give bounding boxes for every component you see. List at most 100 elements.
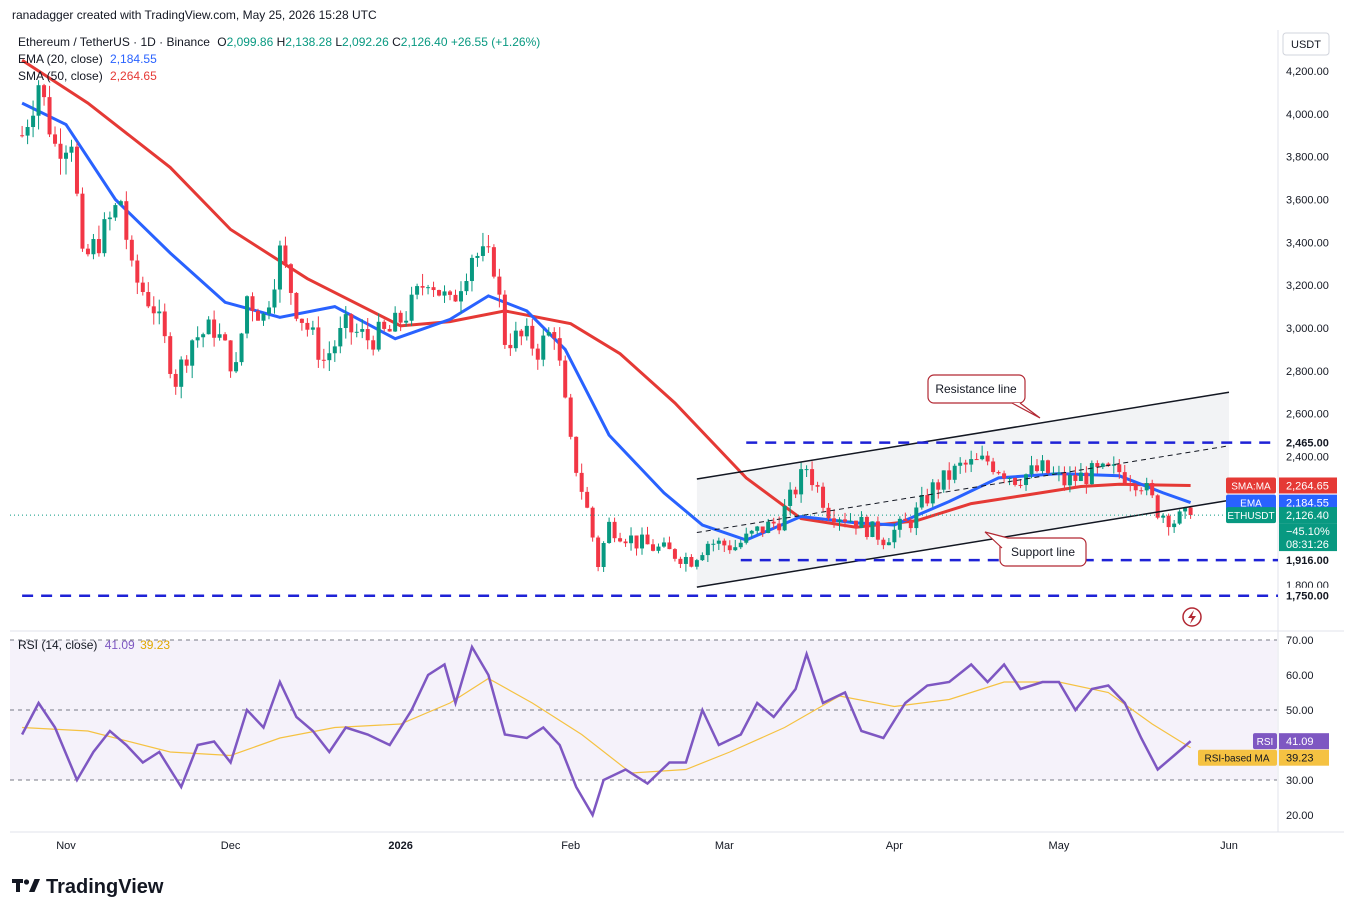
- sma-legend[interactable]: SMA (50, close) 2,264.65: [18, 69, 157, 83]
- candle: [574, 436, 579, 477]
- candle: [365, 317, 370, 350]
- candle: [1117, 459, 1122, 479]
- candle-body: [365, 329, 370, 341]
- candle: [146, 282, 151, 309]
- candle-body: [640, 534, 645, 549]
- ohlc-close-label: C: [392, 35, 401, 49]
- candle: [294, 292, 299, 322]
- candle: [1177, 509, 1182, 525]
- candle: [223, 332, 228, 341]
- candle-body: [316, 327, 321, 360]
- candle-body: [85, 248, 90, 255]
- candles-group: [20, 80, 1193, 572]
- candle-body: [47, 97, 52, 135]
- candle: [826, 503, 831, 521]
- bar-countdown-label: 08:31:26: [1286, 539, 1329, 551]
- candle-body: [914, 507, 919, 529]
- resistance-callout-box: [927, 374, 1026, 404]
- candle-body: [64, 152, 68, 159]
- candle-body: [256, 310, 261, 321]
- candle: [420, 273, 425, 296]
- candle: [749, 529, 754, 538]
- candle-body: [980, 455, 985, 460]
- candle-body: [1139, 490, 1144, 492]
- candle-body: [722, 540, 727, 546]
- candle-body: [804, 469, 809, 471]
- tradingview-logo-icon: [12, 876, 42, 899]
- candle: [42, 83, 47, 106]
- candle-body: [431, 287, 436, 291]
- candle: [837, 517, 842, 531]
- candle: [897, 516, 902, 538]
- candle-body: [1089, 463, 1094, 485]
- symbol-legend[interactable]: Ethereum / TetherUS · 1D · Binance O2,09…: [18, 35, 540, 49]
- sma-price-label-tag: SMA:MA: [1231, 481, 1271, 492]
- candle-body: [1067, 475, 1072, 486]
- sma-legend-label: SMA (50, close): [18, 69, 103, 83]
- candle-body: [239, 333, 244, 363]
- candle-body: [69, 146, 74, 153]
- rsi-legend[interactable]: RSI (14, close) 41.09 39.23: [18, 638, 170, 652]
- candle: [1166, 513, 1171, 536]
- candle: [650, 539, 655, 552]
- candle-body: [694, 560, 699, 567]
- candle-body: [859, 516, 864, 528]
- rsi-tick-label: 20.00: [1286, 810, 1314, 822]
- candle-body: [919, 495, 924, 508]
- candle-body: [733, 547, 738, 551]
- candle: [1002, 470, 1007, 484]
- candle-body: [299, 318, 304, 323]
- candle: [288, 263, 293, 305]
- candle: [360, 319, 365, 339]
- candle-body: [1100, 463, 1105, 467]
- candle-body: [502, 294, 507, 345]
- candle-body: [689, 556, 694, 567]
- candle-body: [1155, 495, 1160, 518]
- candle-body: [371, 340, 376, 350]
- candle: [815, 481, 820, 493]
- tradingview-logo[interactable]: TradingView: [12, 876, 163, 899]
- candle: [683, 552, 688, 572]
- candle-body: [107, 217, 112, 220]
- candle-body: [897, 518, 902, 530]
- rsi-tag: RSI: [1257, 737, 1274, 748]
- candle: [442, 285, 447, 303]
- candle: [277, 240, 282, 303]
- candle-body: [245, 296, 250, 334]
- candle-body: [96, 239, 101, 254]
- candle-body: [672, 549, 677, 559]
- candle-body: [168, 336, 173, 374]
- candle: [623, 538, 628, 547]
- candle: [859, 511, 864, 529]
- ema-legend[interactable]: EMA (20, close) 2,184.55: [18, 52, 157, 66]
- candle: [1067, 466, 1072, 493]
- candle-body: [480, 246, 485, 256]
- candle-body: [261, 313, 266, 321]
- candle-body: [508, 344, 513, 349]
- candle-body: [771, 521, 776, 524]
- candle: [656, 543, 661, 554]
- candle-body: [420, 286, 425, 288]
- candle: [245, 295, 250, 339]
- rsi-line: [20, 643, 1192, 819]
- candle: [711, 539, 716, 552]
- candle-body: [393, 312, 398, 332]
- candle: [667, 536, 672, 550]
- ema-price-label-tag-bg: [1226, 494, 1276, 511]
- candle: [31, 100, 36, 138]
- candle-body: [1106, 463, 1111, 466]
- candle: [376, 313, 381, 352]
- price-tick-label: 3,800.00: [1286, 152, 1329, 164]
- candle-body: [1034, 465, 1039, 472]
- candle-body: [974, 459, 979, 461]
- candle: [908, 518, 913, 533]
- candle: [755, 525, 760, 535]
- sma-price-label-tag-bg: [1226, 477, 1276, 494]
- price-tick-label: 2,600.00: [1286, 409, 1329, 421]
- candle: [91, 233, 96, 260]
- tradingview-logo-text: TradingView: [46, 876, 164, 898]
- candle-body: [223, 334, 228, 341]
- candle-body: [826, 507, 831, 519]
- candle: [1133, 482, 1138, 497]
